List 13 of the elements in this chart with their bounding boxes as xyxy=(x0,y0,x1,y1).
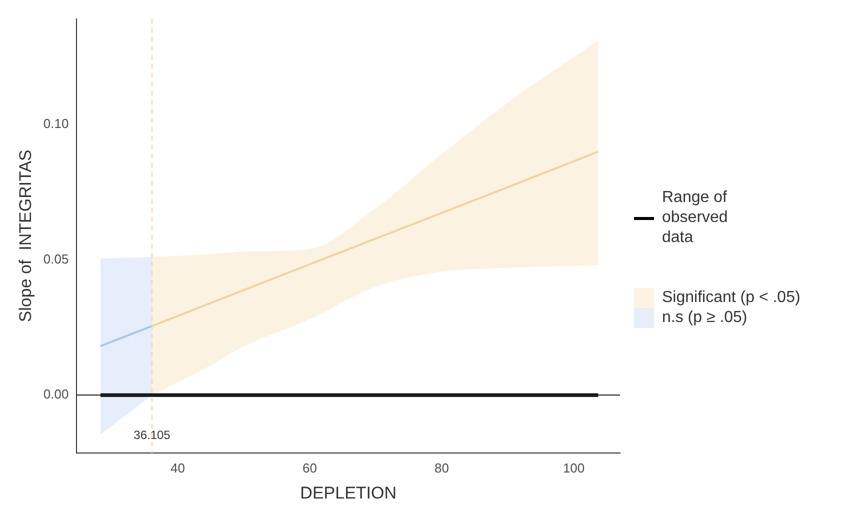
legend-label: n.s (p ≥ .05) xyxy=(662,308,748,328)
x-tick-label: 80 xyxy=(434,460,449,476)
x-tick-label: 60 xyxy=(302,460,317,476)
y-tick-label: 0.05 xyxy=(43,251,69,266)
y-axis-title: Slope of INTEGRITAS xyxy=(16,150,35,322)
legend-label: Range of observed data xyxy=(662,188,729,248)
x-tick-label: 40 xyxy=(170,460,185,476)
x-tick-label: 100 xyxy=(562,460,585,476)
ref-line-label: 36.105 xyxy=(134,428,171,442)
x-axis-title: DEPLETION xyxy=(300,483,397,502)
legend-label: Significant (p < .05) xyxy=(662,288,800,308)
y-tick-label: 0.10 xyxy=(43,116,69,131)
y-tick-label: 0.00 xyxy=(43,386,69,402)
